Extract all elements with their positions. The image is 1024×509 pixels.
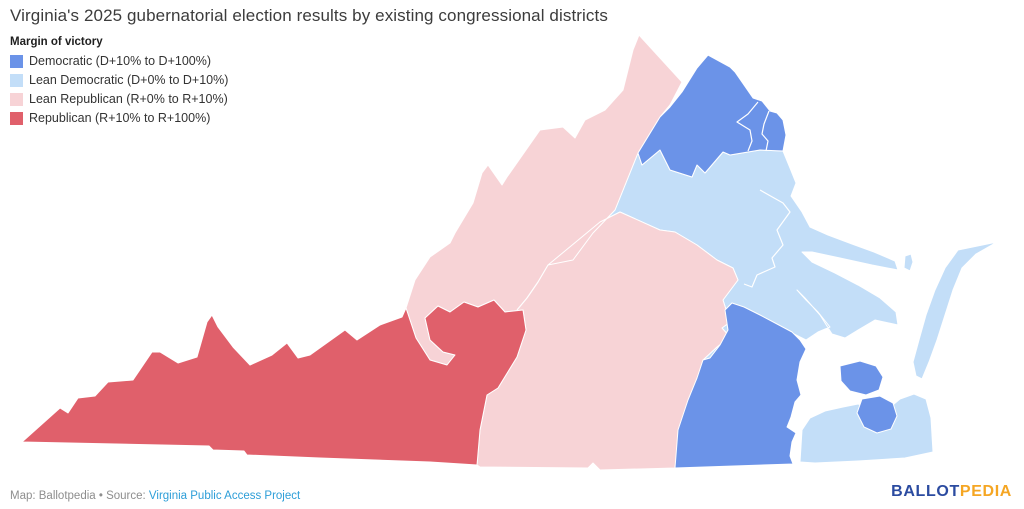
page-title: Virginia's 2025 gubernatorial election r…: [10, 6, 608, 25]
district-4-richmond-south[interactable]: [674, 302, 807, 469]
districts-8-10-11-northern-virginia[interactable]: [637, 54, 787, 178]
ballotpedia-logo: BALLOTPEDIA: [891, 483, 1012, 501]
legend-item-label: Democratic (D+10% to D+100%): [29, 54, 212, 68]
legend-item-label: Republican (R+10% to R+100%): [29, 111, 211, 125]
legend-swatch-lean_republican: [10, 92, 23, 106]
district-3-norfolk-b[interactable]: [856, 395, 898, 434]
district-boundary-line: [736, 101, 759, 152]
district-boundary-line: [743, 189, 791, 288]
legend-title: Margin of victory: [10, 36, 103, 48]
district-3-norfolk-a[interactable]: [839, 360, 884, 396]
legend-swatch-republican: [10, 111, 23, 125]
district-9-southwest[interactable]: [21, 299, 527, 466]
legend-swatch-lean_democratic: [10, 73, 23, 87]
attribution-text: Map: Ballotpedia • Source:: [10, 490, 149, 502]
legend-item: Democratic (D+10% to D+100%): [10, 54, 228, 68]
ballotpedia-logo-pedia: PEDIA: [959, 483, 1012, 500]
ballotpedia-logo-ballot: BALLOT: [891, 483, 960, 500]
source-link[interactable]: Virginia Public Access Project: [148, 490, 301, 502]
district-2-eastern-shore[interactable]: [912, 241, 998, 380]
district-boundary-line: [761, 110, 770, 152]
legend-item-label: Lean Democratic (D+0% to D+10%): [29, 73, 229, 87]
eastern-shore-island[interactable]: [903, 253, 914, 272]
legend-item: Lean Democratic (D+0% to D+10%): [10, 73, 228, 87]
legend: Margin of victory Democratic (D+10% to D…: [10, 36, 228, 130]
legend-items: Democratic (D+10% to D+100%) Lean Democra…: [10, 54, 228, 125]
attribution-line: Map: Ballotpedia • Source: Virginia Publ…: [10, 490, 300, 502]
legend-item-label: Lean Republican (R+0% to R+10%): [29, 92, 228, 106]
district-boundary-line: [516, 264, 549, 311]
legend-item: Republican (R+10% to R+100%): [10, 111, 228, 125]
legend-swatch-democratic: [10, 54, 23, 68]
legend-item: Lean Republican (R+0% to R+10%): [10, 92, 228, 106]
